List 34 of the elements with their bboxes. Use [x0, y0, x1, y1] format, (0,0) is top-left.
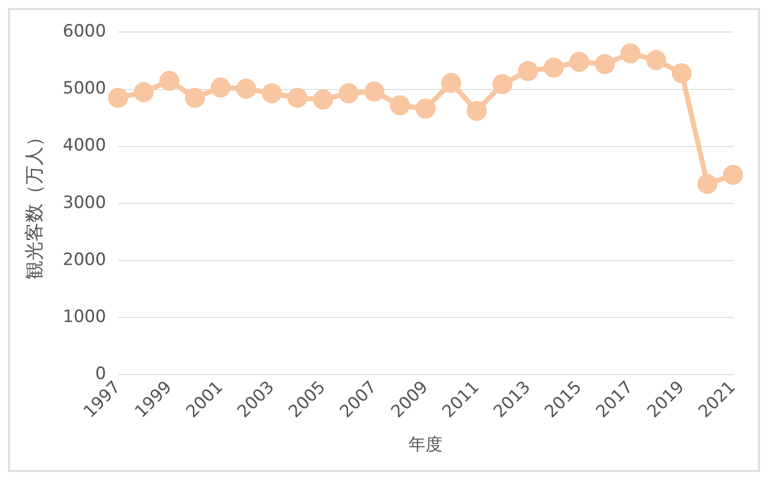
point — [390, 95, 410, 116]
point — [697, 174, 718, 194]
point — [492, 74, 512, 94]
point — [723, 164, 743, 185]
y-tick-label: 4000 — [62, 136, 106, 156]
point — [416, 98, 436, 119]
x-axis-title: 年度 — [408, 435, 443, 456]
point — [672, 63, 692, 84]
point — [108, 88, 128, 108]
point — [441, 72, 462, 93]
point — [620, 43, 641, 64]
y-tick-label: 6000 — [62, 22, 106, 42]
point — [287, 88, 308, 108]
point — [466, 100, 487, 121]
point — [364, 82, 384, 102]
y-tick-label: 3000 — [62, 192, 106, 213]
y-tick-label: 2000 — [62, 250, 106, 270]
point — [262, 83, 282, 104]
point — [646, 50, 666, 70]
point — [134, 82, 154, 102]
point — [338, 83, 359, 104]
y-tick-label: 5000 — [62, 78, 106, 99]
y-tick-label: 1000 — [62, 306, 106, 327]
point — [159, 70, 180, 91]
point — [518, 61, 538, 82]
point — [210, 78, 231, 98]
point — [594, 54, 615, 74]
y-tick-label: 0 — [95, 364, 106, 384]
y-axis-title: 観光客数（万人） — [23, 127, 46, 280]
point — [569, 52, 590, 72]
point — [236, 78, 256, 99]
point — [544, 58, 564, 78]
point — [184, 88, 205, 108]
point — [313, 90, 334, 110]
